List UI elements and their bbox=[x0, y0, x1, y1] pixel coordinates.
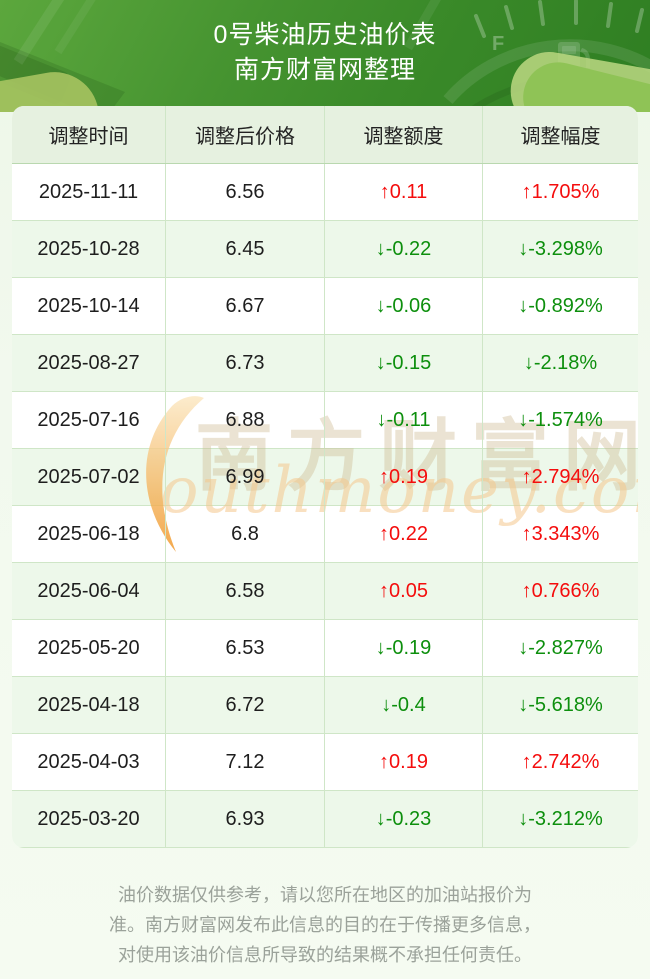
date-cell: 2025-07-02 bbox=[12, 449, 166, 505]
change-cell: ↑0.19 bbox=[325, 734, 483, 790]
table-row: 2025-05-20 6.53 ↓-0.19 ↓-2.827% bbox=[12, 620, 638, 677]
price-cell: 6.73 bbox=[166, 335, 325, 391]
change-cell: ↑0.19 bbox=[325, 449, 483, 505]
disclaimer-line: 对使用该油价信息所导致的结果概不承担任何责任。 bbox=[118, 945, 532, 965]
fuel-gauge-icon: F bbox=[0, 0, 650, 112]
rate-cell: ↓-1.574% bbox=[518, 408, 603, 431]
rate-cell: ↓-3.212% bbox=[518, 807, 603, 830]
rate-cell: ↑1.705% bbox=[521, 180, 600, 203]
change-cell: ↑0.05 bbox=[325, 563, 483, 619]
change-cell: ↓-0.4 bbox=[325, 677, 483, 733]
gauge-ticks-icon bbox=[474, 0, 644, 38]
table-row: 2025-10-14 6.67 ↓-0.06 ↓-0.892% bbox=[12, 278, 638, 335]
rate-cell: ↑0.766% bbox=[521, 579, 600, 602]
rate-cell: ↑2.742% bbox=[521, 750, 600, 773]
date-cell: 2025-10-28 bbox=[12, 221, 166, 277]
hero-banner: F 0号柴油历史油价表 南方财富网整理 bbox=[0, 0, 650, 112]
rate-cell: ↑2.794% bbox=[521, 465, 600, 488]
price-cell: 6.67 bbox=[166, 278, 325, 334]
header-cell-adjust-time: 调整时间 bbox=[12, 106, 166, 163]
date-cell: 2025-05-20 bbox=[12, 620, 166, 676]
price-cell: 6.72 bbox=[166, 677, 325, 733]
change-cell: ↓-0.06 bbox=[325, 278, 483, 334]
page-subtitle: 南方财富网整理 bbox=[233, 56, 416, 84]
table-row: 2025-04-03 7.12 ↑0.19 ↑2.742% bbox=[12, 734, 638, 791]
rate-cell: ↓-2.827% bbox=[518, 636, 603, 659]
disclaimer-line: 油价数据仅供参考，请以您所在地区的加油站报价为 bbox=[118, 885, 532, 905]
date-cell: 2025-03-20 bbox=[12, 791, 166, 847]
price-cell: 6.88 bbox=[166, 392, 325, 448]
change-cell: ↓-0.23 bbox=[325, 791, 483, 847]
change-cell: ↓-0.22 bbox=[325, 221, 483, 277]
rate-cell: ↓-3.298% bbox=[518, 237, 603, 260]
price-cell: 6.99 bbox=[166, 449, 325, 505]
price-cell: 6.8 bbox=[166, 506, 325, 562]
price-cell: 6.45 bbox=[166, 221, 325, 277]
header-cell-adjust-rate: 调整幅度 bbox=[520, 126, 601, 148]
price-cell: 6.93 bbox=[166, 791, 325, 847]
change-cell: ↑0.22 bbox=[325, 506, 483, 562]
date-cell: 2025-07-16 bbox=[12, 392, 166, 448]
rate-cell: ↓-5.618% bbox=[518, 693, 603, 716]
page-title: 0号柴油历史油价表 bbox=[213, 21, 437, 49]
table-row: 2025-10-28 6.45 ↓-0.22 ↓-3.298% bbox=[12, 221, 638, 278]
date-cell: 2025-04-03 bbox=[12, 734, 166, 790]
table-row: 2025-11-11 6.56 ↑0.11 ↑1.705% bbox=[12, 164, 638, 221]
disclaimer: 油价数据仅供参考，请以您所在地区的加油站报价为 准。南方财富网发布此信息的目的在… bbox=[0, 880, 650, 970]
date-cell: 2025-08-27 bbox=[12, 335, 166, 391]
date-cell: 2025-04-18 bbox=[12, 677, 166, 733]
table-row: 2025-06-04 6.58 ↑0.05 ↑0.766% bbox=[12, 563, 638, 620]
rate-cell: ↓-2.18% bbox=[523, 351, 598, 374]
price-cell: 6.56 bbox=[166, 164, 325, 220]
table-row: 2025-06-18 6.8 ↑0.22 ↑3.343% bbox=[12, 506, 638, 563]
table-row: 2025-03-20 6.93 ↓-0.23 ↓-3.212% bbox=[12, 791, 638, 848]
date-cell: 2025-11-11 bbox=[12, 164, 166, 220]
header-cell-adjusted-price: 调整后价格 bbox=[166, 106, 325, 163]
price-cell: 6.53 bbox=[166, 620, 325, 676]
price-cell: 6.58 bbox=[166, 563, 325, 619]
table-header-row: 调整时间 调整后价格 调整额度 调整幅度 bbox=[12, 106, 638, 164]
date-cell: 2025-06-04 bbox=[12, 563, 166, 619]
price-table: 南方财富网 outhmoney.com 调整时间 调整后价格 调整额度 调整幅度… bbox=[12, 106, 638, 848]
table-row: 2025-08-27 6.73 ↓-0.15 ↓-2.18% bbox=[12, 335, 638, 392]
date-cell: 2025-10-14 bbox=[12, 278, 166, 334]
rate-cell: ↑3.343% bbox=[521, 522, 600, 545]
price-cell: 7.12 bbox=[166, 734, 325, 790]
gauge-full-label: F bbox=[492, 33, 504, 55]
table-row: 2025-07-16 6.88 ↓-0.11 ↓-1.574% bbox=[12, 392, 638, 449]
change-cell: ↓-0.11 bbox=[325, 392, 483, 448]
rate-cell: ↓-0.892% bbox=[518, 294, 603, 317]
table-row: 2025-07-02 6.99 ↑0.19 ↑2.794% bbox=[12, 449, 638, 506]
disclaimer-line: 准。南方财富网发布此信息的目的在于传播更多信息， bbox=[109, 915, 541, 935]
change-cell: ↑0.11 bbox=[325, 164, 483, 220]
table-row: 2025-04-18 6.72 ↓-0.4 ↓-5.618% bbox=[12, 677, 638, 734]
change-cell: ↓-0.19 bbox=[325, 620, 483, 676]
change-cell: ↓-0.15 bbox=[325, 335, 483, 391]
header-cell-adjust-amount: 调整额度 bbox=[325, 106, 483, 163]
date-cell: 2025-06-18 bbox=[12, 506, 166, 562]
